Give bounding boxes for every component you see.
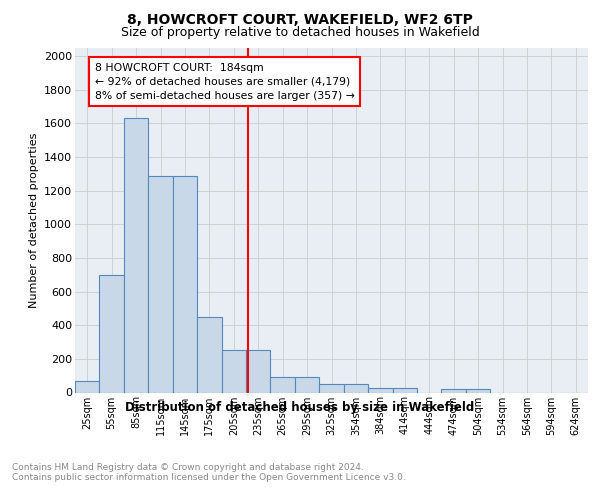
Bar (197, 317, 221, 392)
Bar (466, 389, 490, 392)
Bar (295, 378, 319, 392)
Text: Distribution of detached houses by size in Wakefield: Distribution of detached houses by size … (125, 401, 475, 414)
Bar (392, 388, 417, 392)
Bar (368, 388, 392, 392)
Bar (124, 118, 148, 392)
Text: 8, HOWCROFT COURT, WAKEFIELD, WF2 6TP: 8, HOWCROFT COURT, WAKEFIELD, WF2 6TP (127, 12, 473, 26)
Text: Contains HM Land Registry data © Crown copyright and database right 2024.
Contai: Contains HM Land Registry data © Crown c… (12, 462, 406, 482)
Bar (173, 176, 197, 392)
Text: Size of property relative to detached houses in Wakefield: Size of property relative to detached ho… (121, 26, 479, 39)
Bar (319, 384, 344, 392)
Text: 8 HOWCROFT COURT:  184sqm
← 92% of detached houses are smaller (4,179)
8% of sem: 8 HOWCROFT COURT: 184sqm ← 92% of detach… (95, 62, 355, 100)
Bar (100, 274, 124, 392)
Y-axis label: Number of detached properties: Number of detached properties (29, 132, 38, 308)
Bar (148, 176, 173, 392)
Bar (221, 350, 246, 393)
Bar (75, 380, 100, 392)
Bar (344, 384, 368, 392)
Bar (271, 378, 295, 392)
Bar (246, 350, 271, 393)
Bar (442, 389, 466, 392)
